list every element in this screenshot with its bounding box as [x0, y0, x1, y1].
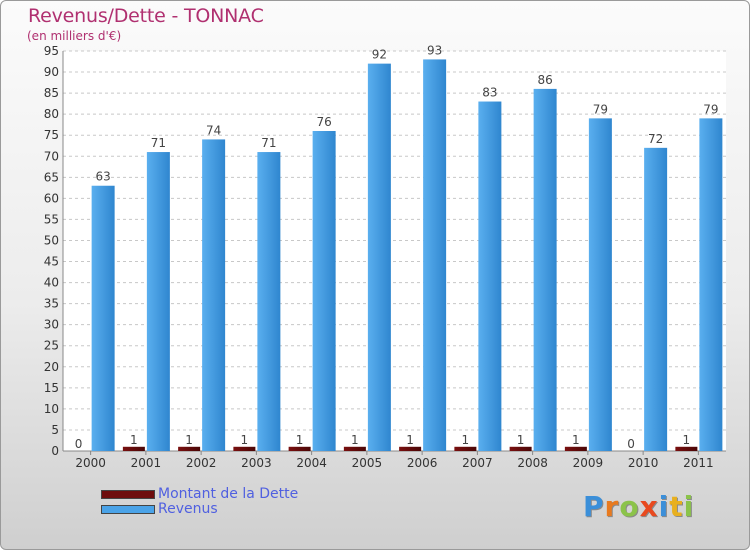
data-label-dette: 1 [351, 433, 359, 447]
legend-swatch-dette [101, 490, 155, 499]
chart-subtitle: (en milliers d'€) [27, 29, 122, 43]
y-tick-label: 25 [44, 339, 59, 353]
data-label-dette: 1 [185, 433, 193, 447]
bar-revenus [533, 88, 557, 451]
y-tick-label: 75 [44, 128, 59, 142]
x-tick-label: 2006 [407, 456, 438, 470]
data-label-revenus: 76 [316, 115, 331, 129]
data-label-dette: 1 [572, 433, 580, 447]
data-label-dette: 1 [683, 433, 691, 447]
data-label-dette: 1 [462, 433, 470, 447]
bar-dette [399, 446, 422, 451]
y-tick-label: 70 [44, 149, 59, 163]
logo-letter: P [583, 490, 605, 523]
bar-dette [509, 446, 532, 451]
x-tick-label: 2004 [296, 456, 327, 470]
bar-dette [454, 446, 477, 451]
data-label-revenus: 74 [206, 123, 221, 137]
chart-title: Revenus/Dette - TONNAC [28, 5, 264, 27]
bar-revenus [644, 147, 668, 451]
x-tick-label: 2001 [131, 456, 162, 470]
bar-dette [564, 446, 587, 451]
bar-revenus [478, 101, 502, 452]
logo-letter: i [683, 490, 695, 523]
y-tick-label: 10 [44, 402, 59, 416]
data-label-dette: 1 [517, 433, 525, 447]
bar-revenus [367, 63, 391, 451]
bar-revenus [699, 118, 723, 452]
data-label-revenus: 71 [151, 136, 166, 150]
data-label-revenus: 83 [482, 86, 497, 100]
bar-revenus [91, 185, 115, 451]
x-tick-label: 2000 [75, 456, 106, 470]
logo-letter: i [658, 490, 670, 523]
bar-revenus [146, 152, 170, 452]
data-label-dette: 1 [241, 433, 249, 447]
bar-dette [122, 446, 145, 451]
data-label-revenus: 86 [537, 73, 552, 87]
y-tick-label: 65 [44, 170, 59, 184]
data-label-revenus: 79 [703, 102, 718, 116]
legend: Montant de la Dette Revenus [101, 487, 298, 517]
x-tick-label: 2008 [517, 456, 548, 470]
x-tick-label: 2009 [573, 456, 604, 470]
x-tick-label: 2011 [683, 456, 714, 470]
bar-revenus [202, 139, 226, 451]
data-label-dette: 1 [406, 433, 414, 447]
bar-dette [288, 446, 311, 451]
legend-label-dette: Montant de la Dette [158, 486, 299, 502]
y-tick-label: 30 [44, 318, 59, 332]
data-label-revenus: 79 [593, 102, 608, 116]
bar-revenus [588, 118, 612, 452]
bar-dette [343, 446, 366, 451]
legend-label-revenus: Revenus [158, 501, 218, 517]
y-tick-label: 15 [44, 381, 59, 395]
x-tick-label: 2002 [186, 456, 217, 470]
y-tick-label: 35 [44, 297, 59, 311]
y-tick-label: 95 [44, 44, 59, 58]
y-tick-label: 90 [44, 65, 59, 79]
logo-letter: o [619, 490, 640, 523]
data-label-dette: 1 [130, 433, 138, 447]
logo-letter: x [639, 490, 659, 523]
data-label-revenus: 93 [427, 43, 442, 57]
y-tick-label: 20 [44, 360, 59, 374]
bar-dette [675, 446, 698, 451]
y-tick-label: 85 [44, 86, 59, 100]
bar-dette [178, 446, 201, 451]
y-tick-label: 80 [44, 107, 59, 121]
x-tick-label: 2005 [352, 456, 383, 470]
x-tick-label: 2007 [462, 456, 493, 470]
data-label-dette: 0 [627, 437, 635, 451]
x-tick-label: 2003 [241, 456, 272, 470]
bar-revenus [423, 59, 447, 451]
data-label-revenus: 63 [95, 170, 110, 184]
logo-letter: t [669, 490, 684, 523]
y-tick-label: 55 [44, 212, 59, 226]
y-tick-label: 60 [44, 191, 59, 205]
logo-letter: r [604, 490, 620, 523]
legend-swatch-revenus [101, 505, 155, 514]
data-label-dette: 1 [296, 433, 304, 447]
data-label-revenus: 71 [261, 136, 276, 150]
bar-dette [233, 446, 256, 451]
legend-item-dette: Montant de la Dette [101, 487, 298, 502]
y-tick-label: 50 [44, 233, 59, 247]
y-tick-label: 5 [51, 423, 59, 437]
x-tick-label: 2010 [628, 456, 659, 470]
y-tick-label: 0 [51, 444, 59, 458]
proxiti-logo: Proxiti [583, 490, 694, 523]
y-tick-label: 40 [44, 276, 59, 290]
data-label-dette: 0 [75, 437, 83, 451]
legend-item-revenus: Revenus [101, 502, 298, 517]
bar-revenus [257, 152, 281, 452]
plot-area [63, 51, 726, 451]
bar-revenus [312, 131, 336, 451]
y-tick-label: 45 [44, 255, 59, 269]
data-label-revenus: 92 [372, 48, 387, 62]
data-label-revenus: 72 [648, 132, 663, 146]
